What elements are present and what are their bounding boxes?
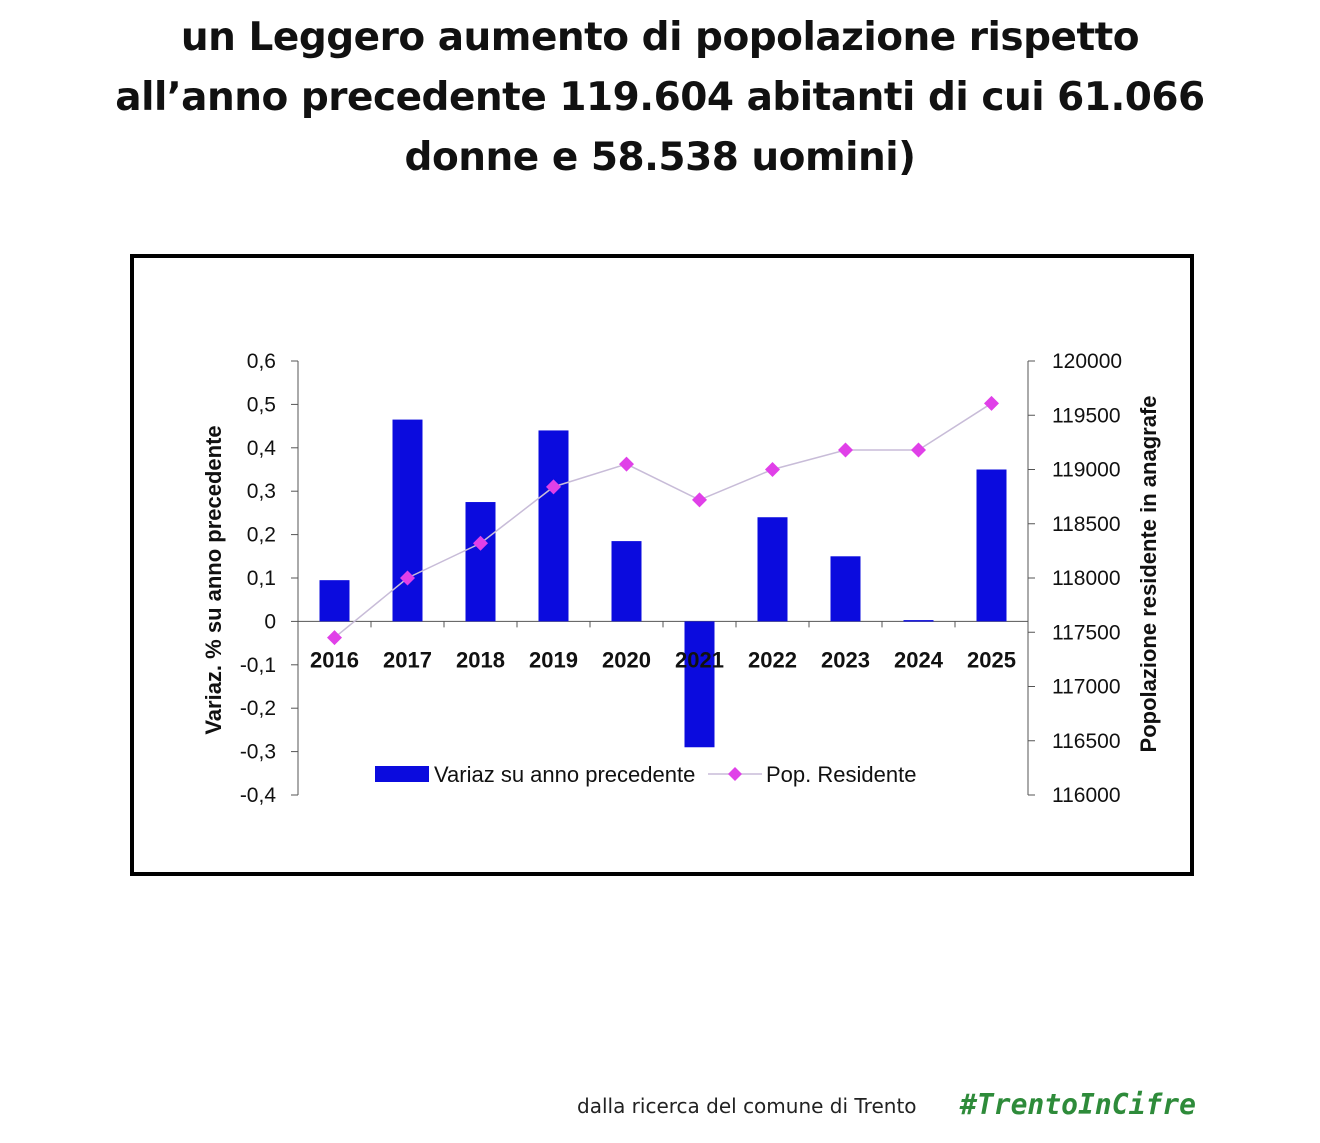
headline-line-2: all’anno precedente 119.604 abitanti di …	[115, 75, 1205, 120]
category-label-2024: 2024	[894, 647, 944, 672]
headline-line-3: donne e 58.538 uomini)	[404, 135, 916, 180]
headline-line-1: un Leggero aumento di popolazione rispet…	[180, 15, 1140, 60]
bar-2020	[611, 541, 642, 622]
left-tick-label: -0,2	[240, 697, 276, 720]
headline: un Leggero aumento di popolazione rispet…	[0, 8, 1320, 188]
category-label-2016: 2016	[310, 647, 359, 672]
left-tick-label: 0,5	[247, 393, 276, 416]
left-tick-label: 0,3	[247, 480, 276, 503]
population-marker-2020	[619, 456, 634, 472]
right-tick-label: 116500	[1052, 730, 1121, 753]
bar-2024	[903, 620, 934, 622]
population-marker-2024	[911, 442, 926, 458]
population-marker-2021	[692, 492, 707, 508]
population-marker-2016	[327, 630, 342, 646]
legend-line-label: Pop. Residente	[766, 762, 916, 787]
bar-2022	[757, 517, 788, 622]
legend-marker-swatch	[728, 767, 742, 781]
category-label-2022: 2022	[748, 647, 797, 672]
category-label-2021: 2021	[675, 647, 724, 672]
right-tick-label: 117500	[1052, 621, 1121, 644]
legend-bar-label: Variaz su anno precedente	[434, 762, 695, 787]
category-label-2020: 2020	[602, 647, 651, 672]
left-tick-label: -0,1	[240, 654, 276, 677]
bar-2018	[465, 502, 496, 622]
source-note: dalla ricerca del comune di Trento	[577, 1094, 917, 1118]
left-tick-label: -0,3	[240, 741, 276, 764]
bar-2016	[319, 580, 350, 622]
left-tick-label: 0	[264, 610, 276, 633]
category-label-2019: 2019	[529, 647, 578, 672]
hashtag: #TrentoInCifre	[960, 1088, 1197, 1121]
bar-2023	[830, 556, 861, 622]
right-tick-label: 116000	[1052, 784, 1121, 807]
bar-2021	[684, 621, 715, 748]
left-tick-label: 0,6	[247, 350, 276, 373]
population-marker-2017	[400, 570, 415, 586]
bar-2025	[976, 469, 1007, 622]
population-marker-2019	[546, 479, 561, 495]
population-chart: 0,6 0,5 0,4 0,3 0,2 0,1 0 -0,1 -0,2 -0,3 -0,4 12000…	[201, 350, 1161, 807]
right-tick-label: 120000	[1052, 350, 1122, 373]
left-tick-label: -0,4	[240, 784, 277, 807]
population-marker-2018	[473, 535, 488, 551]
left-tick-label: 0,4	[247, 437, 277, 460]
category-label-2017: 2017	[383, 647, 432, 672]
category-label-2025: 2025	[967, 647, 1016, 672]
chart-frame: 0,6 0,5 0,4 0,3 0,2 0,1 0 -0,1 -0,2 -0,3 -0,4 12000…	[130, 254, 1194, 876]
left-tick-label: 0,2	[247, 524, 276, 547]
population-line	[334, 402, 992, 639]
population-marker-2022	[765, 462, 780, 477]
left-tick-label: 0,1	[247, 567, 276, 590]
legend-bar-swatch	[375, 766, 429, 782]
population-marker-2025	[984, 395, 999, 411]
category-label-2018: 2018	[456, 647, 505, 672]
bar-2017	[392, 419, 423, 622]
right-tick-label: 118000	[1052, 567, 1121, 590]
right-axis-title: Popolazione residente in anagrafe	[1136, 396, 1161, 753]
population-marker-2023	[838, 442, 853, 458]
right-tick-label: 118500	[1052, 513, 1121, 536]
category-label-2023: 2023	[821, 647, 870, 672]
bar-2019	[538, 430, 569, 622]
right-tick-label: 119000	[1052, 459, 1121, 482]
right-tick-label: 117000	[1052, 676, 1121, 699]
left-axis-title: Variaz. % su anno precedente	[201, 425, 226, 734]
right-tick-label: 119500	[1052, 404, 1121, 427]
